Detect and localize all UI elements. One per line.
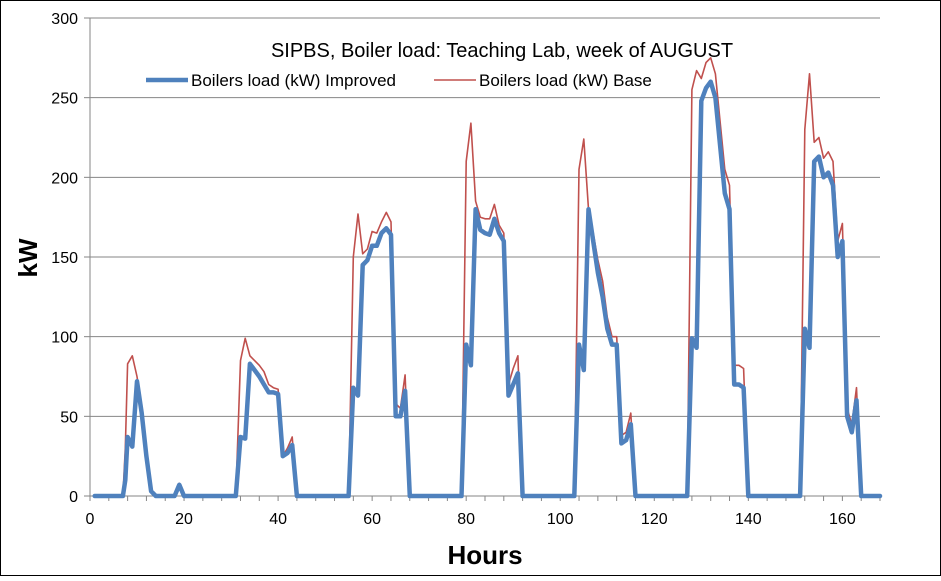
y-tick-label: 200 bbox=[51, 170, 78, 187]
x-tick-label: 80 bbox=[457, 511, 475, 528]
series-line-improved bbox=[92, 79, 883, 499]
x-tick-label: 0 bbox=[86, 511, 95, 528]
legend: Boilers load (kW) Improved Boilers load (… bbox=[146, 71, 652, 90]
x-tick-label: 40 bbox=[269, 511, 287, 528]
y-tick-label: 0 bbox=[69, 489, 78, 506]
x-tick-label: 140 bbox=[735, 511, 762, 528]
axes bbox=[84, 17, 881, 501]
y-tick-label: 300 bbox=[51, 11, 78, 28]
x-tick-label: 20 bbox=[175, 511, 193, 528]
x-tick-label: 60 bbox=[363, 511, 381, 528]
chart-title: SIPBS, Boiler load: Teaching Lab, week o… bbox=[271, 40, 733, 62]
legend-label-base: Boilers load (kW) Base bbox=[479, 71, 652, 90]
y-tick-label: 100 bbox=[51, 330, 78, 347]
series-line-base bbox=[93, 57, 881, 497]
y-axis-title: kW bbox=[13, 238, 43, 277]
y-tick-label: 150 bbox=[51, 250, 78, 267]
x-tick-label: 100 bbox=[547, 511, 574, 528]
x-tick-label: 120 bbox=[641, 511, 668, 528]
series-lines bbox=[92, 57, 883, 499]
x-tick-label: 160 bbox=[829, 511, 856, 528]
gridlines bbox=[90, 17, 880, 417]
x-axis-title: Hours bbox=[447, 540, 522, 570]
legend-label-improved: Boilers load (kW) Improved bbox=[191, 71, 396, 90]
tick-labels: 0 50 100 150 200 250 300 0 20 40 60 80 100 120 140 160 bbox=[51, 11, 856, 528]
y-tick-label: 50 bbox=[60, 409, 78, 426]
y-tick-label: 250 bbox=[51, 91, 78, 108]
